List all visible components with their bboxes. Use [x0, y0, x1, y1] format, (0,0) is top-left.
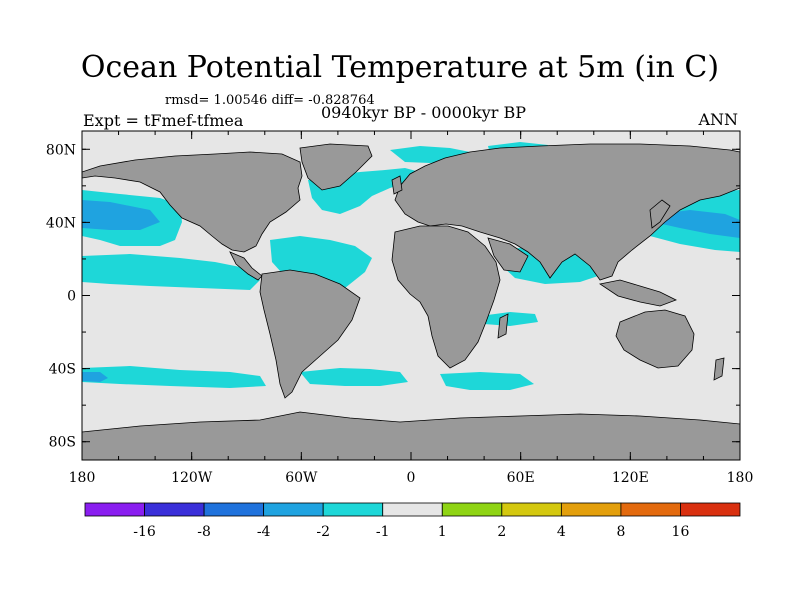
y-tick-label: 40N — [46, 215, 76, 231]
land-greenland — [299, 143, 373, 191]
land-masses — [82, 143, 740, 460]
colorbar-swatch — [441, 502, 503, 517]
colorbar-swatch — [84, 502, 145, 517]
colorbar-label: -8 — [197, 524, 211, 540]
land-central-america — [229, 251, 263, 281]
land-madagascar — [497, 313, 509, 339]
anomaly-south-indian — [440, 372, 534, 390]
colorbar-label: 4 — [557, 524, 566, 540]
y-tick-label: 0 — [67, 289, 76, 305]
anomaly-southeast-pacific — [82, 366, 266, 388]
land-new-zealand — [713, 357, 725, 381]
colorbar-swatch — [144, 502, 205, 517]
y-tick-label: 40S — [49, 362, 76, 378]
x-tick-label: 180 — [69, 470, 96, 486]
colorbar-label: -1 — [376, 524, 390, 540]
colorbar-label: 2 — [497, 524, 506, 540]
y-axis: 80N 40N 0 40S 80S — [46, 142, 740, 451]
colorbar-swatch — [322, 502, 384, 517]
anomaly-core-south-pacific — [82, 372, 108, 382]
colorbar-label: 16 — [672, 524, 690, 540]
anomaly-core-north-pacific-east — [660, 210, 740, 238]
land-africa — [391, 225, 501, 369]
map-layer — [82, 142, 740, 460]
colorbar-swatch — [203, 502, 265, 517]
experiment-label: Expt = tFmef-tfmea — [83, 111, 244, 130]
land-north-america — [82, 151, 303, 253]
colorbar-swatch — [620, 502, 681, 517]
land-maritime-continent — [598, 279, 677, 307]
anomaly-east-africa-shelf — [480, 312, 538, 326]
colorbar-label: -4 — [257, 524, 271, 540]
colorbar-label: 8 — [616, 524, 625, 540]
x-tick-label: 60E — [507, 470, 535, 486]
colorbar-swatch — [501, 502, 562, 517]
x-tick-label: 0 — [407, 470, 416, 486]
colorbar-label: 1 — [438, 524, 447, 540]
season-label: ANN — [698, 110, 738, 129]
colorbar-label: -16 — [133, 524, 156, 540]
colorbar-swatch — [263, 502, 324, 517]
land-uk — [391, 175, 403, 195]
x-tick-label: 120E — [612, 470, 649, 486]
land-south-america — [259, 269, 361, 399]
x-tick-label: 60W — [285, 470, 318, 486]
x-tick-label: 180 — [727, 470, 754, 486]
anomaly-core-north-pacific-west — [82, 200, 160, 230]
y-tick-label: 80S — [49, 435, 76, 451]
x-tick-label: 120W — [171, 470, 213, 486]
colorbar-label: -2 — [316, 524, 330, 540]
anomaly-equatorial-pacific — [82, 254, 260, 290]
anomaly-south-atlantic — [300, 368, 408, 386]
colorbar-swatch — [560, 502, 622, 517]
x-axis: 180 120W 60W 0 60E 120E 180 — [69, 131, 754, 486]
land-australia — [615, 309, 695, 369]
land-eurasia — [394, 143, 740, 281]
anomaly-minus2-regions — [82, 200, 740, 382]
stats-text: rmsd= 1.00546 diff= -0.828764 — [165, 93, 375, 108]
chart-title: Ocean Potential Temperature at 5m (in C) — [80, 50, 720, 85]
period-label: 0940kyr BP - 0000kyr BP — [321, 103, 526, 122]
colorbar: -16 -8 -4 -2 -1 1 2 4 8 16 — [84, 502, 741, 540]
colorbar-swatch — [680, 502, 741, 517]
colorbar-swatch — [382, 502, 443, 517]
land-antarctica — [82, 411, 740, 460]
y-tick-label: 80N — [46, 142, 76, 158]
land-japan — [649, 199, 671, 229]
land-arabia — [487, 237, 529, 273]
